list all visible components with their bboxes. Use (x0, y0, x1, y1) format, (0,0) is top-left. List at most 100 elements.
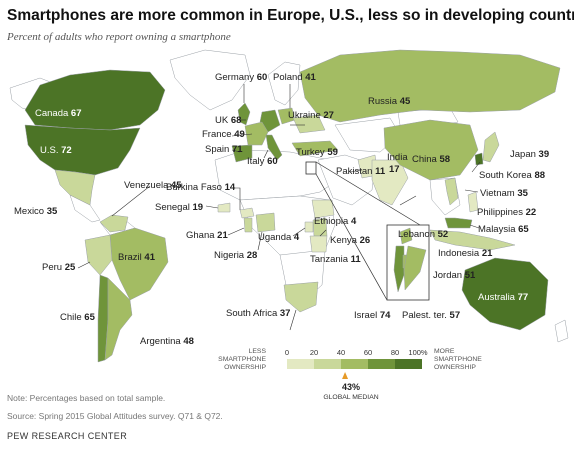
label-canada: Canada 67 (35, 108, 82, 119)
label-spain: Spain 71 (205, 144, 243, 155)
label-lebanon: Lebanon 52 (398, 229, 448, 240)
label-uk: UK 68 (215, 115, 241, 126)
label-france: France 49 (202, 129, 245, 140)
legend-swatch-80-100 (395, 359, 422, 369)
country-us (24, 124, 141, 176)
label-tanzania: Tanzania 11 (310, 254, 361, 265)
label-australia: Australia 77 (478, 292, 528, 303)
label-indonesia: Indonesia 21 (438, 248, 493, 259)
scandinavia-shape (267, 61, 301, 106)
label-poland: Poland 41 (273, 72, 317, 83)
inset-israel (393, 245, 405, 293)
legend-tick-20: 20 (310, 348, 318, 357)
inset-lebanon (399, 227, 413, 245)
label-uganda: Uganda 4 (258, 232, 300, 243)
country-china (383, 119, 479, 181)
chart-title: Smartphones are more common in Europe, U… (7, 7, 574, 24)
label-kenya: Kenya 26 (330, 235, 370, 246)
label-japan: Japan 39 (510, 149, 549, 160)
country-japan (482, 131, 500, 163)
legend-high-label-2: SMARTPHONE (434, 356, 482, 363)
label-germany: Germany 60 (215, 72, 267, 83)
label-us: U.S. 72 (40, 145, 72, 156)
legend-high-label-3: OWNERSHIP (434, 364, 476, 371)
label-ghana: Ghana 21 (186, 230, 228, 241)
country-south-africa (283, 281, 319, 313)
median-label: GLOBAL MEDIAN (323, 394, 378, 401)
land-layer (9, 49, 569, 363)
levant-inset (315, 161, 430, 301)
legend-high-label-1: MORE (434, 348, 455, 355)
country-canada (24, 69, 166, 131)
country-new-zealand (554, 319, 569, 343)
label-palestinian-territories: Palest. ter. 57 (402, 310, 460, 321)
country-labels: Canada 67 U.S. 72 Mexico 35 Venezuela 45… (14, 72, 549, 347)
label-brazil: Brazil 41 (118, 252, 156, 263)
legend-low-label-2: SMARTPHONE (218, 356, 266, 363)
label-chile: Chile 65 (60, 312, 96, 323)
country-indonesia (429, 229, 516, 251)
legend-tick-60: 60 (364, 348, 372, 357)
country-venezuela (99, 214, 129, 233)
country-south-korea (474, 152, 484, 166)
label-peru: Peru 25 (42, 262, 76, 273)
label-philippines: Philippines 22 (477, 207, 536, 218)
country-ghana (243, 217, 253, 233)
legend-swatch-60-80 (368, 359, 395, 369)
country-ethiopia (311, 199, 335, 219)
country-ukraine (292, 114, 326, 134)
greenland-shape (169, 49, 251, 111)
legend-tick-80: 80 (391, 348, 399, 357)
label-italy: Italy 60 (247, 156, 278, 167)
country-france (244, 121, 269, 146)
chart-subtitle: Percent of adults who report owning a sm… (7, 31, 231, 43)
country-australia (461, 257, 549, 331)
country-italy (265, 134, 283, 161)
country-burkina-faso (239, 207, 255, 219)
label-ukraine: Ukraine 27 (288, 110, 334, 121)
country-brazil (109, 227, 169, 301)
legend-swatch-40-60 (341, 359, 368, 369)
legend-swatch-0-20 (287, 359, 314, 369)
label-ethiopia: Ethiopia 4 (314, 216, 357, 227)
label-russia: Russia 45 (368, 96, 411, 107)
label-india-name: India (387, 152, 408, 163)
label-burkina-faso: Burkina Faso 14 (166, 182, 236, 193)
country-senegal (217, 202, 231, 213)
legend-tick-100: 100% (408, 348, 428, 357)
legend: LESS SMARTPHONE OWNERSHIP 0 20 40 60 80 … (218, 348, 482, 401)
label-malaysia: Malaysia 65 (478, 224, 529, 235)
legend-swatch-20-40 (314, 359, 341, 369)
country-nigeria (255, 212, 276, 233)
country-mexico (54, 169, 96, 206)
org-name: PEW RESEARCH CENTER (7, 431, 128, 441)
legend-low-label-3: OWNERSHIP (224, 364, 266, 371)
label-argentina: Argentina 48 (140, 336, 194, 347)
legend-tick-40: 40 (337, 348, 345, 357)
footer-source: Source: Spring 2015 Global Attitudes sur… (7, 411, 223, 421)
label-mexico: Mexico 35 (14, 206, 58, 217)
country-spain (231, 144, 253, 163)
label-venezuela: Venezuela 45 (124, 180, 182, 191)
country-peru (84, 234, 113, 276)
label-china: China 58 (412, 154, 450, 165)
legend-low-label-1: LESS (249, 348, 267, 355)
footer-note: Note: Percentages based on total sample. (7, 393, 166, 403)
median-marker-icon (342, 372, 349, 379)
country-germany (259, 109, 281, 133)
inset-locator-box (305, 161, 317, 175)
label-senegal: Senegal 19 (155, 202, 203, 213)
label-south-africa: South Africa 37 (226, 308, 290, 319)
country-turkey (291, 140, 339, 157)
inset-jordan (403, 245, 427, 291)
label-south-korea: South Korea 88 (479, 170, 545, 181)
label-nigeria: Nigeria 28 (214, 250, 257, 261)
label-pakistan: Pakistan 11 (336, 166, 386, 177)
country-philippines (467, 191, 479, 213)
country-tanzania (309, 235, 328, 253)
legend-tick-0: 0 (285, 348, 289, 357)
label-jordan: Jordan 51 (433, 270, 476, 281)
country-argentina (104, 277, 133, 361)
leader-lines (77, 84, 481, 331)
